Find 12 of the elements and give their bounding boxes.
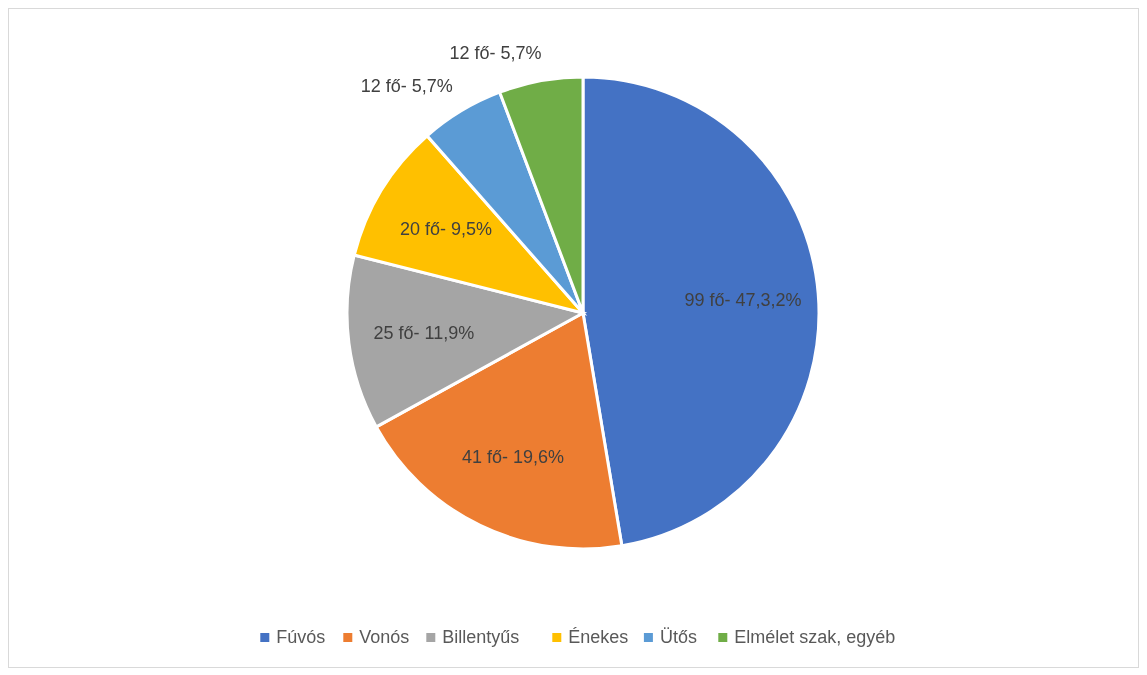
- legend-label: Ütős: [659, 627, 697, 647]
- data-label: 12 fő- 5,7%: [360, 76, 453, 97]
- legend-label: Vonós: [359, 627, 410, 647]
- data-label: 25 fő- 11,9%: [373, 323, 475, 344]
- legend-label: Fúvós: [276, 627, 326, 647]
- data-label: 20 fő- 9,5%: [400, 219, 493, 240]
- legend-label: Énekes: [568, 627, 629, 647]
- legend-label: Billentyűs: [442, 627, 520, 647]
- data-label: 41 fő- 19,6%: [462, 447, 565, 468]
- data-label: 99 fő- 47,3,2%: [684, 289, 802, 310]
- legend-label: Elmélet szak, egyéb: [734, 627, 896, 647]
- data-label: 12 fő- 5,7%: [449, 42, 542, 63]
